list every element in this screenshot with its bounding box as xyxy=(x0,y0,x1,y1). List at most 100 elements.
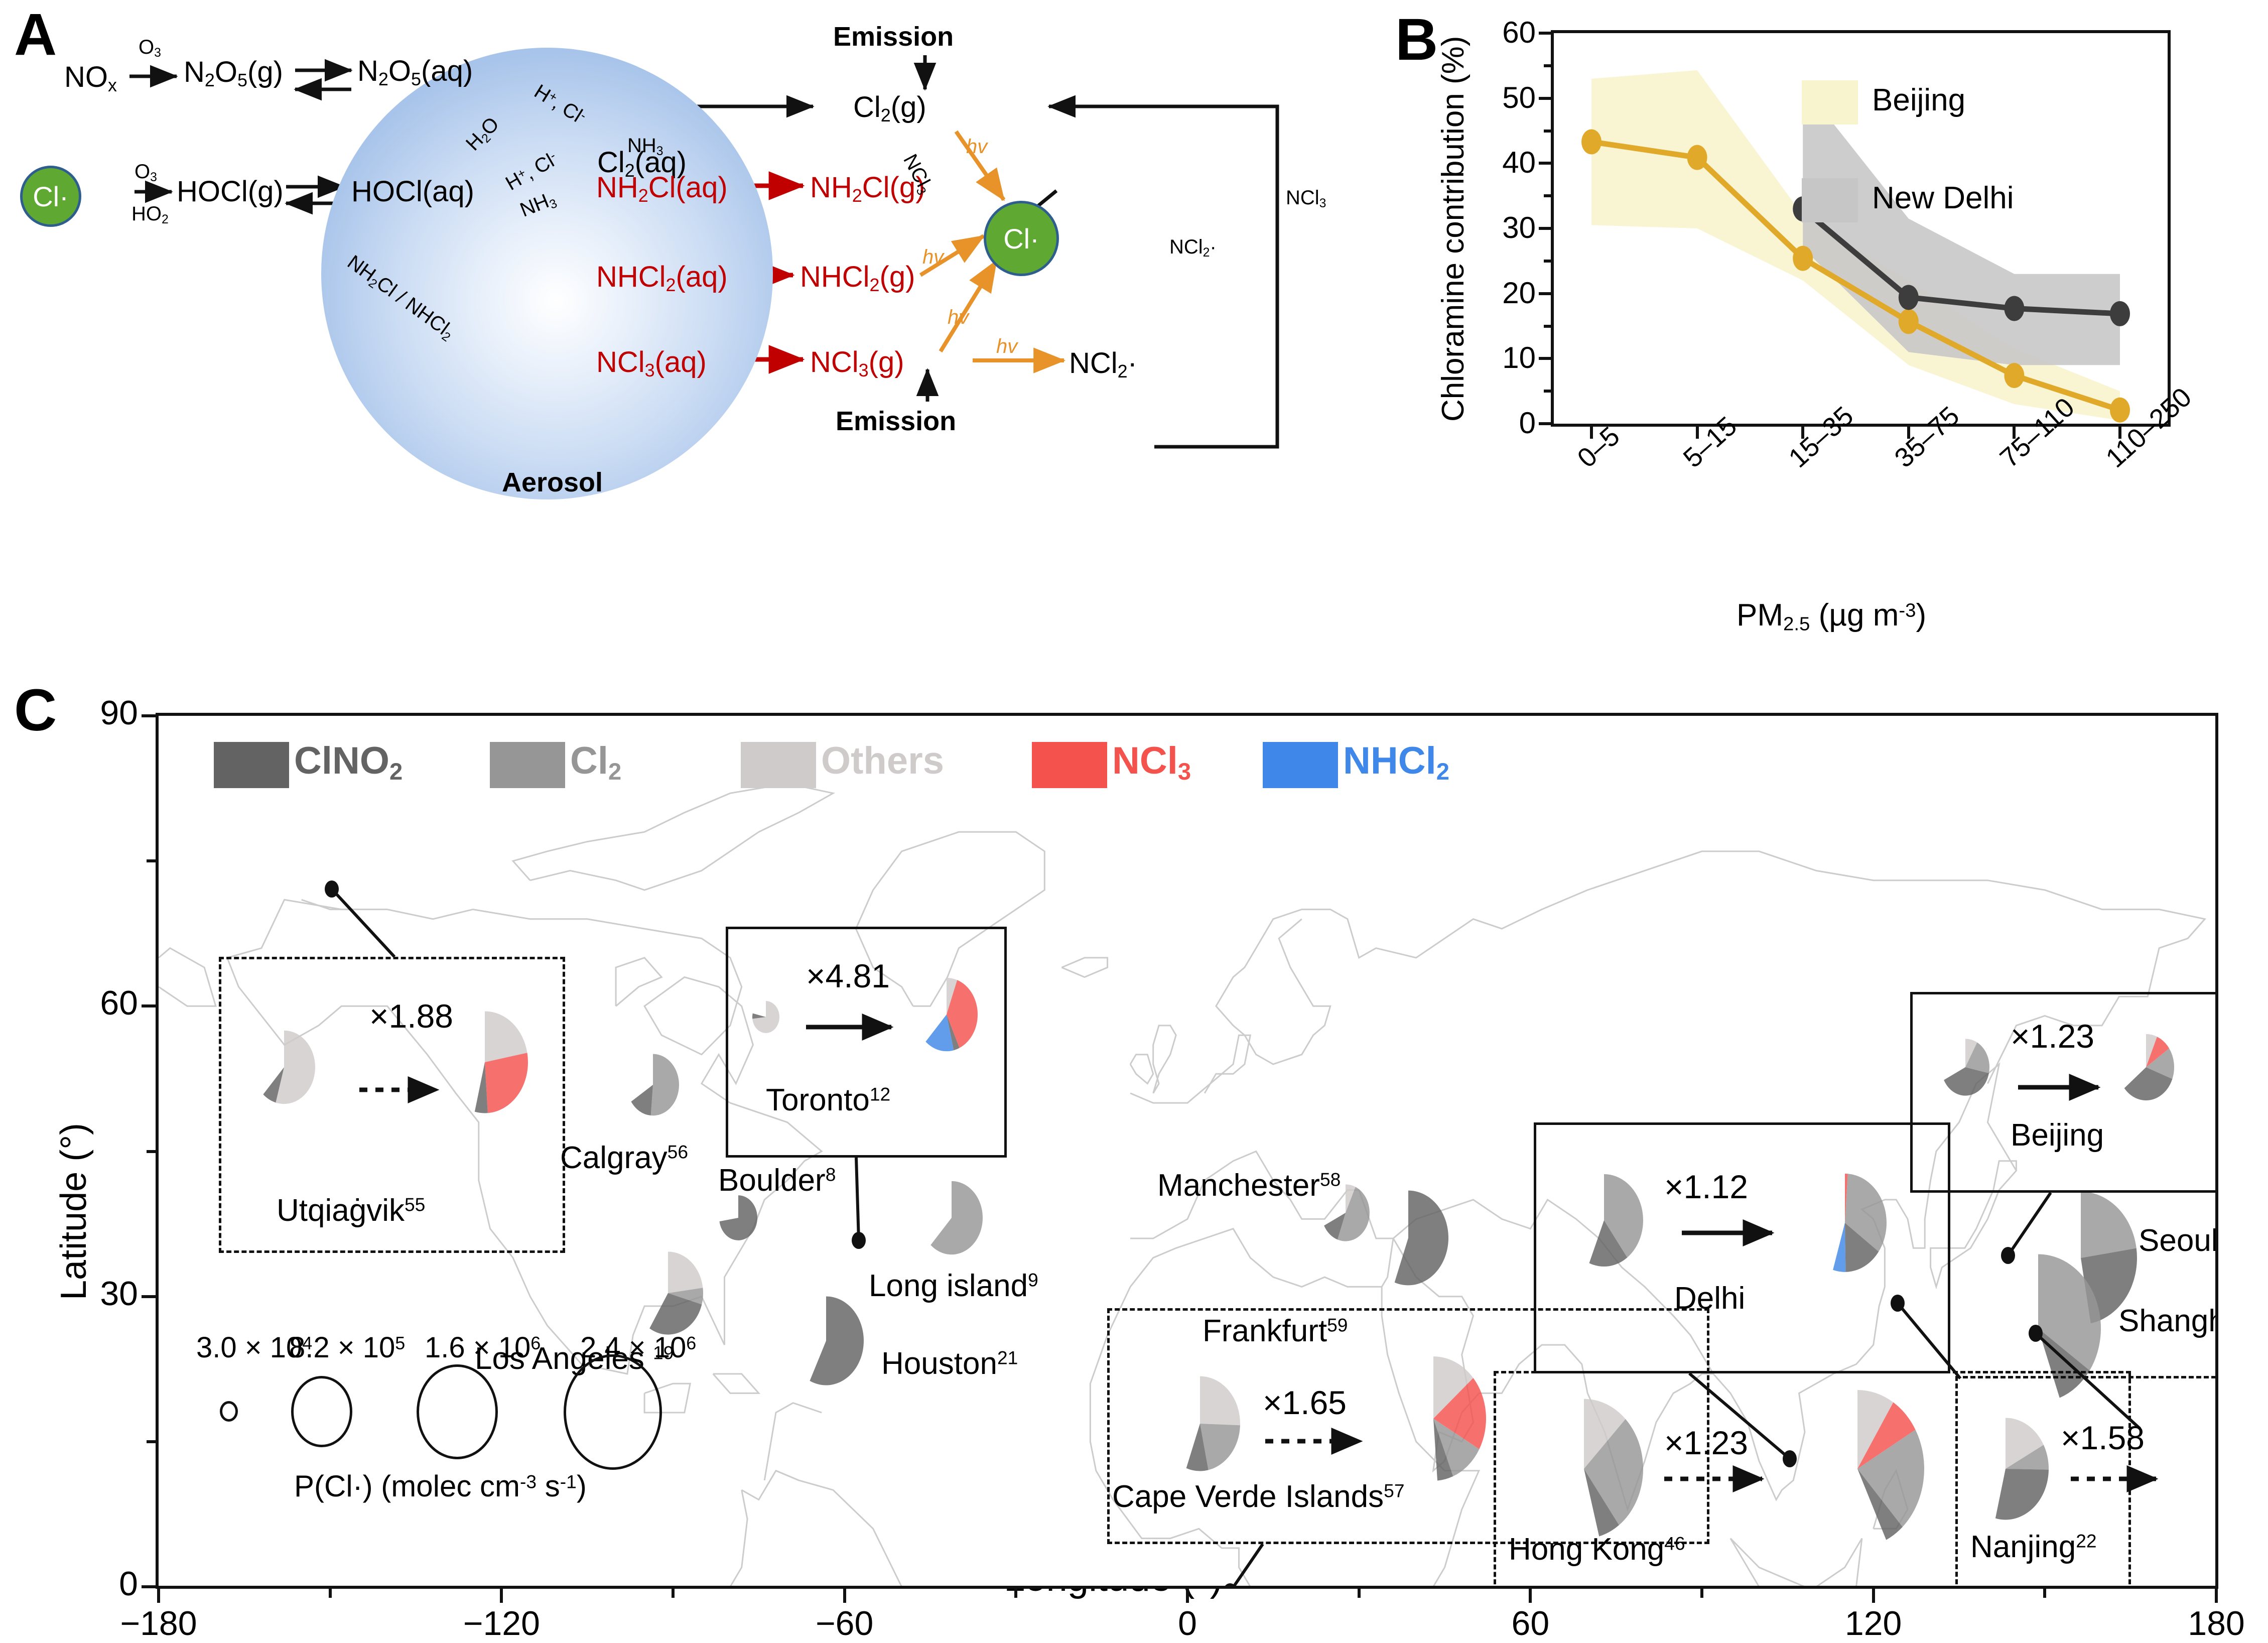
panel-c-xtick-mark xyxy=(2215,1586,2218,1603)
aerosol-caption: Aerosol xyxy=(502,467,603,497)
panel-c-ytick: 0 xyxy=(119,1565,138,1603)
panel-b-plot-area xyxy=(1551,30,2171,427)
aerosol-sphere xyxy=(321,48,773,499)
city-label-hong-kong: Hong Kong46 xyxy=(1509,1532,1685,1567)
city-label-seoul: Seoul61 xyxy=(2139,1223,2218,1258)
panel-b: B Chloramine contribution (%) 0 10 20 30 40 5… xyxy=(1385,0,2268,668)
multiplier-hong-kong: ×1.23 xyxy=(1664,1424,1748,1461)
panel-b-legend-label: New Delhi xyxy=(1872,181,2014,215)
size-legend-unit-label: P(Cl·) (molec cm-3 s-1) xyxy=(294,1469,587,1503)
panel-b-ytick-minor xyxy=(1544,259,1554,263)
panel-c-legend-swatch xyxy=(1263,742,1338,788)
multiplier-utqiagvik: ×1.88 xyxy=(369,997,453,1035)
panel-c-legend-swatch xyxy=(214,742,289,788)
size-legend-circle-1 xyxy=(291,1376,352,1448)
panel-c-xtick-mark xyxy=(1872,1586,1875,1603)
panel-c-xtick: −120 xyxy=(463,1604,540,1642)
multiplier-toronto: ×4.81 xyxy=(806,957,890,994)
panel-c-xtick-minor xyxy=(328,1586,332,1598)
label-ncl2-right: NCl2· xyxy=(1169,236,1217,260)
panel-c-legend-swatch xyxy=(1032,742,1107,788)
panel-c-xtick-minor xyxy=(672,1586,675,1598)
panel-b-ytick-minor xyxy=(1544,64,1554,67)
size-legend-label-2: 1.6 × 106 xyxy=(425,1331,541,1364)
species-nh2cl-g: NH2Cl(g) xyxy=(810,171,925,206)
leader-utqiagvik xyxy=(330,888,396,958)
size-legend-label-0: 3.0 × 104 xyxy=(196,1331,313,1364)
pie-cape-verde-after xyxy=(1433,1356,1486,1481)
panel-b-legend-swatch xyxy=(1802,80,1858,124)
panel-b-xtick-mark xyxy=(1590,424,1593,439)
panel-c-xtick-mark xyxy=(1529,1586,1532,1603)
city-label-manchester: Manchester58 xyxy=(1157,1168,1341,1203)
panel-c-xtick: 60 xyxy=(1511,1604,1550,1642)
size-legend-circle-0 xyxy=(220,1401,238,1422)
panel-c-xtick-minor xyxy=(1357,1586,1361,1598)
city-label-calgray: Calgray56 xyxy=(560,1141,689,1175)
leader-shanghai xyxy=(2034,1332,2142,1430)
panel-c-legend-swatch xyxy=(741,742,816,788)
species-nhcl2-g: NHCl2(g) xyxy=(800,261,915,295)
panel-b-ytick-minor xyxy=(1544,324,1554,328)
city-label-shanghai: Shanghai60 xyxy=(2118,1304,2215,1338)
panel-b-legend-label: Beijing xyxy=(1872,83,1966,117)
panel-c-xtick: −60 xyxy=(815,1604,874,1642)
label-hv-3: hv xyxy=(948,306,969,328)
label-hv-2: hv xyxy=(922,246,944,268)
site-box-delhi xyxy=(1534,1122,1950,1373)
site-box-toronto xyxy=(726,927,1007,1158)
panel-c-xtick-minor xyxy=(1700,1586,1703,1598)
panel-c-ytick: 90 xyxy=(100,694,138,732)
emission-bottom-label: Emission xyxy=(836,406,957,436)
panel-c-xtick-minor xyxy=(1014,1586,1018,1598)
panel-b-xtick: 0–5 xyxy=(1571,421,1626,474)
city-label-houston: Houston21 xyxy=(881,1346,1018,1381)
panel-c-ytick-mark xyxy=(142,714,159,717)
pie-calgray xyxy=(631,1054,680,1116)
label-nh3-cl2: NH3 xyxy=(627,135,663,159)
city-label-frankfurt: Frankfurt59 xyxy=(1203,1314,1348,1348)
panel-b-ytick: 10 xyxy=(1502,341,1536,375)
panel-c-letter: C xyxy=(14,677,57,743)
panel-c: C Latitude (°) Longitude (°) ClNO2Cl2Oth… xyxy=(0,653,2268,1642)
leader-cape-verde xyxy=(1232,1543,1264,1586)
pie-manchester xyxy=(1324,1184,1370,1241)
species-ncl2-radical-bottom: NCl2· xyxy=(1069,347,1137,382)
species-cl2g: Cl2(g) xyxy=(853,91,926,125)
panel-b-ytick-mark xyxy=(1539,162,1554,165)
species-n2o5g: N2O5(g) xyxy=(184,56,283,90)
panel-b-xtick-mark xyxy=(1907,424,1910,439)
panel-b-ytick: 40 xyxy=(1502,146,1536,180)
city-label-toronto: Toronto12 xyxy=(766,1083,891,1117)
city-label-long-island: Long island9 xyxy=(869,1269,1038,1303)
panel-c-xtick-mark xyxy=(1186,1586,1189,1603)
panel-b-ytick-mark xyxy=(1539,32,1554,35)
panel-b-ytick: 30 xyxy=(1502,211,1536,244)
panel-b-xlabel: PM2.5 (µg m-3) xyxy=(1737,598,1927,635)
pie-toronto-after xyxy=(925,977,978,1052)
multiplier-nanjing: ×1.58 xyxy=(2061,1419,2145,1456)
pie-hong-kong-after xyxy=(1857,1390,1925,1540)
site-box-beijing xyxy=(1910,992,2215,1193)
label-o3-b: O3 xyxy=(135,161,157,185)
panel-b-ytick-mark xyxy=(1539,422,1554,425)
panel-c-ytick: 60 xyxy=(100,984,138,1023)
site-box-nanjing xyxy=(1955,1376,2215,1586)
label-hv-4: hv xyxy=(996,335,1018,357)
pie-hong-kong-before xyxy=(1584,1399,1643,1537)
panel-b-ytick: 50 xyxy=(1502,80,1536,114)
panel-c-ytick-mark xyxy=(142,1004,159,1008)
panel-c-ytick-minor xyxy=(147,1150,159,1153)
pie-frankfurt xyxy=(1394,1190,1448,1286)
panel-b-ytick: 20 xyxy=(1502,276,1536,310)
panel-c-xtick-mark xyxy=(157,1586,160,1603)
panel-c-legend-label: Others xyxy=(821,739,944,782)
cl-radical-green-left: Cl· xyxy=(20,166,81,227)
panel-b-ytick-mark xyxy=(1539,357,1554,360)
city-label-nanjing: Nanjing22 xyxy=(1970,1530,2097,1564)
panel-b-ytick-mark xyxy=(1539,96,1554,100)
leader-delhi-dot xyxy=(1783,1450,1797,1467)
panel-c-xtick: 120 xyxy=(1844,1604,1902,1642)
city-label-cape-verde: Cape Verde Islands57 xyxy=(1112,1479,1405,1514)
panel-c-xtick-minor xyxy=(2043,1586,2047,1598)
